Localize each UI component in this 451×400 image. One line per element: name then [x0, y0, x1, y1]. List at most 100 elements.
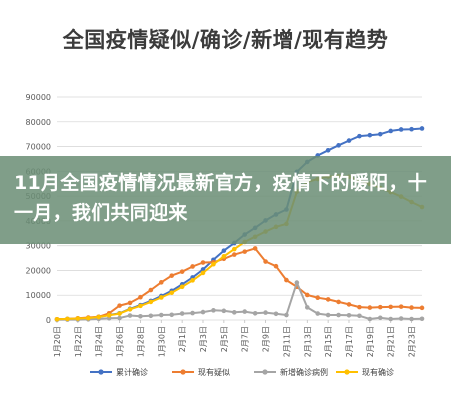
- series-4-point: [221, 254, 227, 259]
- series-2-point: [158, 280, 164, 285]
- series-3-point: [377, 315, 383, 321]
- series-3-point: [409, 316, 414, 322]
- legend-label: 新增确诊病例: [280, 367, 328, 377]
- series-2-point: [263, 259, 268, 264]
- y-tick-label: 0: [46, 316, 51, 325]
- x-tick-label: 1月20日: [53, 326, 62, 357]
- series-4-point: [148, 299, 154, 305]
- x-tick-label: 1月22日: [74, 326, 83, 357]
- series-2-point: [346, 302, 352, 307]
- series-4-point: [200, 270, 206, 276]
- series-3-point: [169, 312, 175, 318]
- series-3-point: [190, 310, 195, 316]
- x-tick-label: 2月21日: [387, 326, 396, 357]
- x-tick-label: 2月9日: [262, 326, 271, 352]
- y-tick-label: 20000: [26, 266, 51, 275]
- series-3-point: [398, 316, 404, 321]
- series-2-point: [315, 295, 321, 301]
- y-tick-label: 70000: [26, 143, 51, 152]
- series-2-point: [304, 292, 310, 298]
- series-3-point: [325, 312, 331, 318]
- x-tick-label: 2月13日: [303, 326, 312, 357]
- series-4-point: [96, 314, 102, 320]
- series-4-point: [54, 316, 60, 322]
- series-2-point: [231, 252, 237, 257]
- x-tick-label: 2月3日: [199, 326, 208, 352]
- y-tick-label: 30000: [26, 242, 51, 251]
- y-tick-label: 80000: [26, 118, 51, 127]
- series-1-point: [357, 133, 362, 139]
- series-3-point: [158, 312, 164, 318]
- series-3-point: [252, 311, 258, 316]
- series-4-point: [117, 311, 122, 316]
- series-1-point: [200, 267, 206, 272]
- series-2-point: [273, 263, 279, 269]
- series-2-point: [148, 287, 154, 293]
- y-tick-label: 10000: [26, 291, 51, 300]
- series-3-point: [221, 308, 227, 314]
- legend-label: 累计确诊: [116, 367, 148, 377]
- series-2-point: [336, 299, 341, 305]
- banner-headline: 11月全国疫情情况最新官方，疫情下的暖阳，十一月，我们共同迎来: [14, 172, 428, 224]
- series-3-point: [294, 280, 300, 285]
- series-1-point: [419, 126, 425, 131]
- x-tick-label: 2月5日: [220, 326, 229, 352]
- x-tick-label: 2月15日: [324, 326, 333, 357]
- series-3-point: [179, 311, 185, 316]
- series-3-point: [388, 316, 394, 322]
- series-1-point: [388, 128, 394, 134]
- series-2-point: [127, 300, 133, 306]
- series-2-point: [398, 304, 404, 309]
- series-2-point: [117, 303, 122, 308]
- series-3-point: [304, 305, 310, 310]
- series-1-point: [325, 147, 331, 153]
- series-line-2: [56, 247, 423, 321]
- series-3-point: [127, 313, 133, 318]
- series-1-point: [346, 138, 352, 143]
- legend-swatch-marker: [180, 369, 186, 375]
- series-3-point: [117, 315, 122, 321]
- series-3-point: [263, 310, 268, 315]
- series-4-point: [106, 312, 112, 318]
- series-4-point: [138, 303, 143, 309]
- series-4-point: [158, 295, 164, 300]
- series-3-point: [242, 309, 248, 314]
- legend-swatch-marker: [262, 369, 268, 375]
- series-4-point: [65, 316, 70, 322]
- series-3-point: [315, 311, 321, 316]
- x-tick-label: 2月23日: [408, 326, 417, 357]
- x-tick-label: 2月7日: [241, 326, 250, 352]
- series-2-point: [242, 249, 248, 254]
- series-3-point: [138, 313, 143, 319]
- legend-label: 现有疑似: [198, 367, 230, 377]
- series-3-point: [419, 316, 425, 322]
- series-2-point: [419, 305, 425, 311]
- series-4-point: [75, 316, 81, 321]
- series-2-point: [169, 273, 175, 278]
- series-3-point: [231, 310, 237, 315]
- series-3-point: [148, 313, 154, 319]
- series-2-point: [138, 294, 143, 300]
- x-tick-label: 1月28日: [136, 326, 145, 357]
- series-3-point: [357, 313, 362, 319]
- series-3-point: [211, 308, 216, 313]
- x-tick-label: 1月26日: [116, 326, 125, 357]
- series-1-point: [377, 131, 383, 137]
- series-2-point: [252, 246, 258, 251]
- series-2-point: [409, 305, 414, 310]
- y-tick-label: 90000: [26, 93, 51, 102]
- series-4-point: [169, 290, 175, 296]
- series-1-point: [367, 132, 373, 138]
- series-3-point: [336, 312, 341, 318]
- legend-label: 现有确诊: [362, 367, 394, 377]
- series-3-point: [273, 311, 279, 317]
- chart-title: 全国疫情疑似/确诊/新增/现有趋势: [62, 28, 389, 52]
- series-1-point: [221, 248, 227, 253]
- series-4-point: [231, 246, 237, 252]
- series-2-point: [190, 264, 195, 269]
- series-4-point: [85, 315, 91, 321]
- series-2-point: [325, 297, 331, 302]
- legend-swatch-marker: [344, 369, 350, 375]
- series-3-point: [284, 312, 289, 318]
